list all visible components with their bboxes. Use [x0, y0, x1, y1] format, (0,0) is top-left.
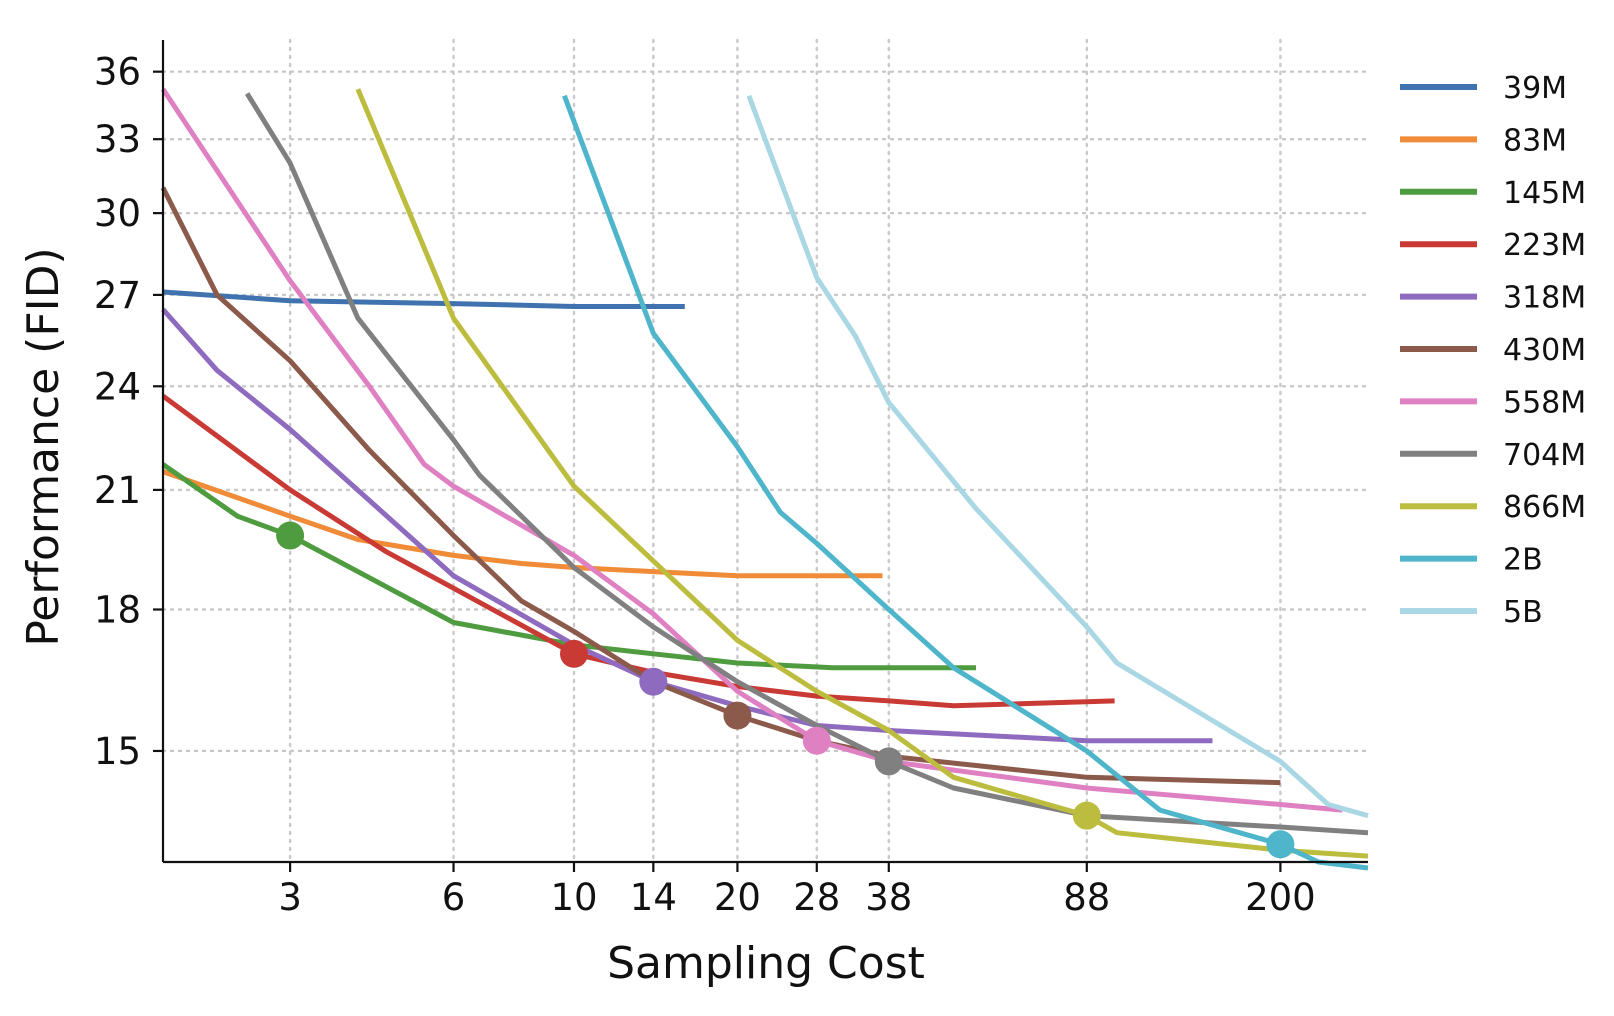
series-line-558M — [160, 87, 1343, 813]
series-line-430M — [160, 186, 1281, 786]
x-tick-label: 6 — [442, 876, 466, 919]
optimal-point-430M — [723, 701, 752, 730]
y-tick-label: 21 — [94, 469, 141, 512]
optimal-point-145M — [276, 521, 305, 550]
series-lines — [160, 87, 1369, 871]
x-tick-label: 200 — [1245, 876, 1316, 919]
x-tick-label: 10 — [550, 876, 597, 919]
legend-label-145M: 145M — [1503, 176, 1586, 211]
legend-label-83M: 83M — [1503, 123, 1567, 158]
optimal-point-318M — [639, 667, 668, 696]
legend-label-558M: 558M — [1503, 385, 1586, 420]
series-line-145M — [161, 462, 976, 671]
series-line-5B — [746, 94, 1369, 819]
y-tick-label: 27 — [94, 274, 141, 317]
y-tick-label: 15 — [94, 730, 141, 773]
legend-label-866M: 866M — [1503, 490, 1586, 525]
legend-label-39M: 39M — [1503, 71, 1567, 106]
optimal-point-866M — [1072, 801, 1101, 830]
y-tick-label: 24 — [94, 365, 141, 408]
legend-label-223M: 223M — [1503, 228, 1586, 263]
axes — [153, 40, 1368, 872]
y-tick-label: 33 — [94, 118, 141, 161]
x-axis-title: Sampling Cost — [607, 938, 925, 989]
optimal-point-704M — [874, 747, 903, 776]
y-tick-label: 18 — [94, 588, 141, 631]
y-tick-label: 36 — [94, 51, 141, 94]
series-line-2B — [562, 94, 1369, 871]
y-tick-label: 30 — [94, 192, 141, 235]
grid — [161, 38, 1370, 864]
x-tick-label: 38 — [865, 876, 912, 919]
x-tick-label: 3 — [278, 876, 302, 919]
series-line-39M — [162, 289, 685, 309]
series-line-866M — [355, 88, 1369, 859]
legend-label-5B: 5B — [1503, 595, 1543, 630]
optimal-point-223M — [559, 639, 588, 668]
series-line-83M — [162, 469, 883, 579]
legend: 39M 83M 145M 223M 318M 430M 558M 704M 866M 2B 5B — [1400, 71, 1586, 630]
x-tick-label: 88 — [1063, 876, 1110, 919]
optimal-point-558M — [802, 726, 831, 755]
legend-label-430M: 430M — [1503, 333, 1586, 368]
y-axis-title: Performance (FID) — [18, 247, 69, 646]
series-line-704M — [244, 92, 1369, 836]
optimal-point-2B — [1266, 830, 1295, 859]
legend-label-2B: 2B — [1503, 543, 1543, 578]
x-tick-label: 20 — [714, 876, 761, 919]
x-tick-label: 14 — [630, 876, 677, 919]
x-tick-label: 28 — [793, 876, 840, 919]
legend-label-318M: 318M — [1503, 281, 1586, 316]
optimal-markers — [276, 521, 1295, 859]
legend-label-704M: 704M — [1503, 438, 1586, 473]
